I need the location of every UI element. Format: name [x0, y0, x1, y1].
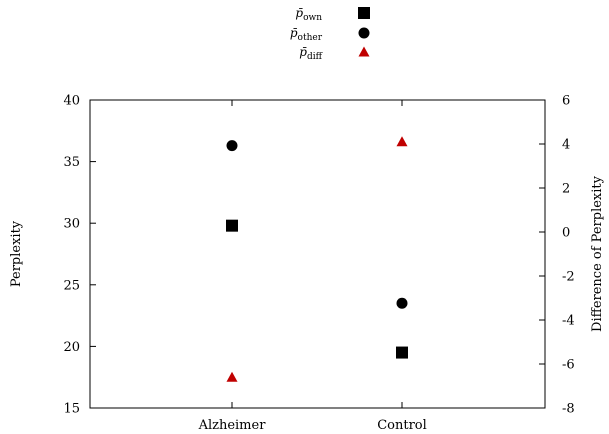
left-y-tick-label: 35 — [63, 155, 80, 170]
left-y-tick-label: 20 — [63, 340, 80, 355]
right-y-tick-label: -4 — [562, 314, 575, 329]
right-y-tick-label: -6 — [562, 358, 575, 373]
x-axis: Alzheimer Control — [198, 100, 427, 433]
data-point-other — [396, 297, 408, 309]
data-point-own — [226, 219, 238, 232]
legend-label-other: p̄other — [290, 26, 323, 43]
legend-label-diff: p̄diff — [299, 45, 322, 62]
right-y-tick-label: -2 — [562, 270, 575, 285]
legend-marker-diff — [358, 46, 370, 57]
y2-axis-title: Difference of Perplexity — [590, 175, 605, 332]
x-tick-label: Alzheimer — [198, 418, 267, 433]
right-y-tick-label: -8 — [562, 402, 575, 417]
x-tick-label: Control — [377, 418, 427, 433]
right-y-tick-label: 6 — [562, 94, 570, 109]
data-point-other — [226, 140, 238, 152]
legend-marker-own — [358, 7, 370, 19]
right-y-tick-label: 0 — [562, 226, 570, 241]
right-y-axis: -8 -6 -4 -2 0 2 4 6 — [539, 94, 575, 417]
right-y-tick-label: 4 — [562, 138, 570, 153]
left-y-tick-label: 30 — [63, 217, 80, 232]
left-y-tick-label: 40 — [63, 94, 80, 109]
data-points — [226, 136, 408, 382]
legend: p̄own p̄other p̄diff — [290, 6, 370, 62]
left-y-axis: 15 20 25 30 35 40 — [63, 94, 96, 417]
plot-area — [89, 99, 546, 409]
legend-label-own: p̄own — [295, 6, 322, 23]
y-axis-title: Perplexity — [9, 220, 24, 287]
data-point-diff — [226, 371, 238, 382]
data-point-diff — [396, 136, 408, 147]
right-y-tick-label: 2 — [562, 182, 570, 197]
left-y-tick-label: 15 — [63, 402, 80, 417]
data-point-own — [396, 346, 408, 359]
left-y-tick-label: 25 — [63, 278, 80, 293]
legend-marker-other — [358, 27, 370, 39]
